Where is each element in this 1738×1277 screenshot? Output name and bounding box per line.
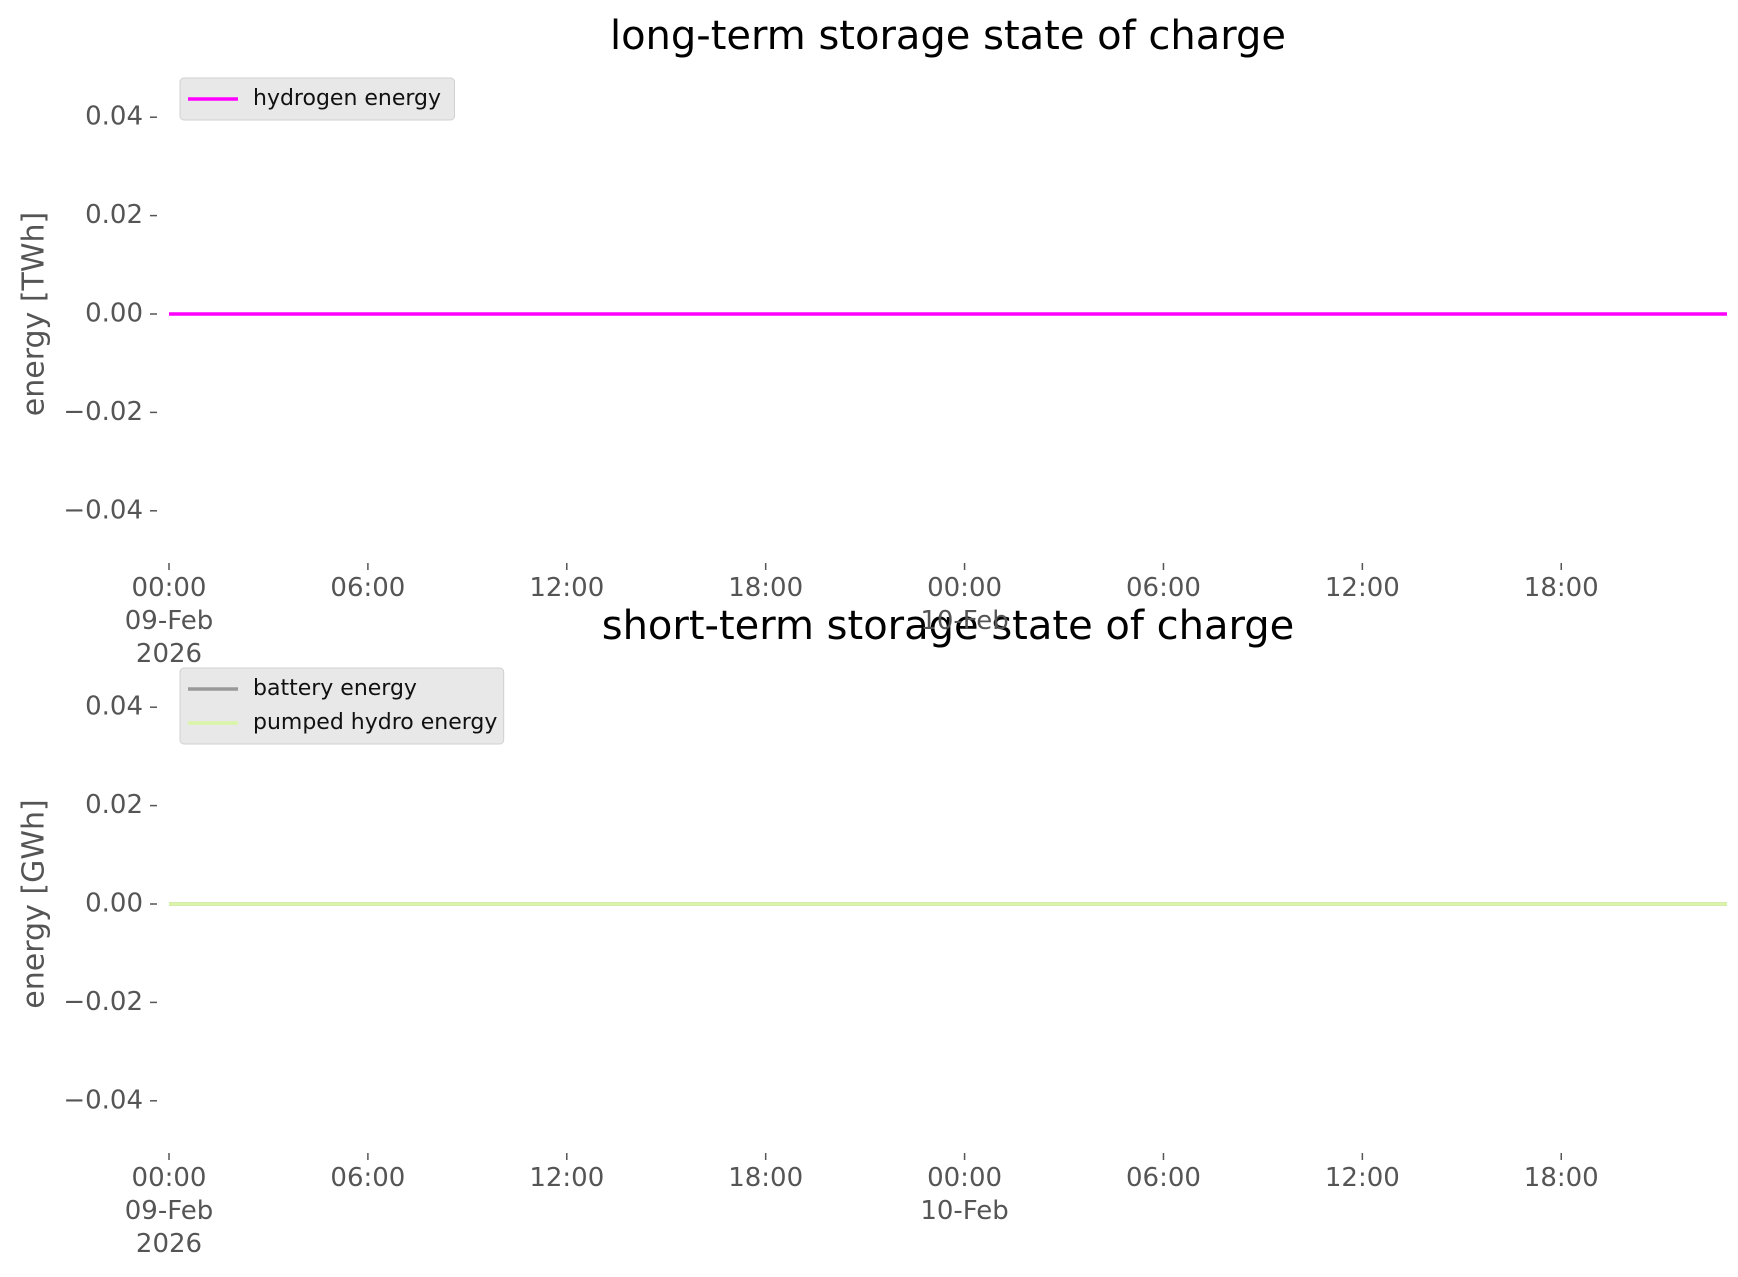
- x-tick-label: 06:00: [330, 573, 406, 603]
- x-tick-label: 06:00: [1125, 573, 1201, 603]
- x-tick-label: 00:00 09-Feb 2026: [124, 573, 214, 669]
- x-tick-label: 18:00: [1523, 1163, 1599, 1193]
- chart-title: long-term storage state of charge: [610, 13, 1286, 59]
- x-tick-label: 12:00: [529, 1163, 605, 1193]
- y-tick-label: 0.02: [85, 790, 143, 820]
- chart-title: short-term storage state of charge: [602, 603, 1295, 649]
- y-tick-label: −0.02: [63, 987, 143, 1017]
- legend-label: hydrogen energy: [253, 86, 441, 111]
- x-tick-label: 00:00 09-Feb 2026: [124, 1163, 214, 1259]
- x-tick-label: 18:00: [1523, 573, 1599, 603]
- y-axis-label: energy [GWh]: [17, 799, 52, 1008]
- legend-label: battery energy: [253, 676, 417, 701]
- x-tick-label: 00:00 10-Feb: [920, 573, 1009, 636]
- x-tick-label: 18:00: [728, 1163, 804, 1193]
- y-axis-label: energy [TWh]: [17, 212, 52, 416]
- y-tick-label: 0.00: [85, 889, 143, 919]
- y-tick-label: −0.02: [63, 397, 143, 427]
- x-tick-label: 12:00: [1324, 573, 1400, 603]
- x-tick-label: 06:00: [1125, 1163, 1201, 1193]
- legend-box: [179, 667, 505, 745]
- y-tick-label: 0.02: [85, 200, 143, 230]
- x-tick-label: 12:00: [529, 573, 605, 603]
- y-tick-label: 0.04: [85, 692, 143, 722]
- x-tick-label: 18:00: [728, 573, 804, 603]
- x-tick-label: 12:00: [1324, 1163, 1400, 1193]
- legend-box: [179, 77, 455, 121]
- y-tick-label: 0.00: [85, 299, 143, 329]
- legend-label: pumped hydro energy: [253, 710, 497, 735]
- y-tick-label: −0.04: [63, 1085, 143, 1115]
- y-tick-label: 0.04: [85, 102, 143, 132]
- x-tick-label: 06:00: [330, 1163, 406, 1193]
- y-tick-label: −0.04: [63, 495, 143, 525]
- x-tick-label: 00:00 10-Feb: [920, 1163, 1009, 1226]
